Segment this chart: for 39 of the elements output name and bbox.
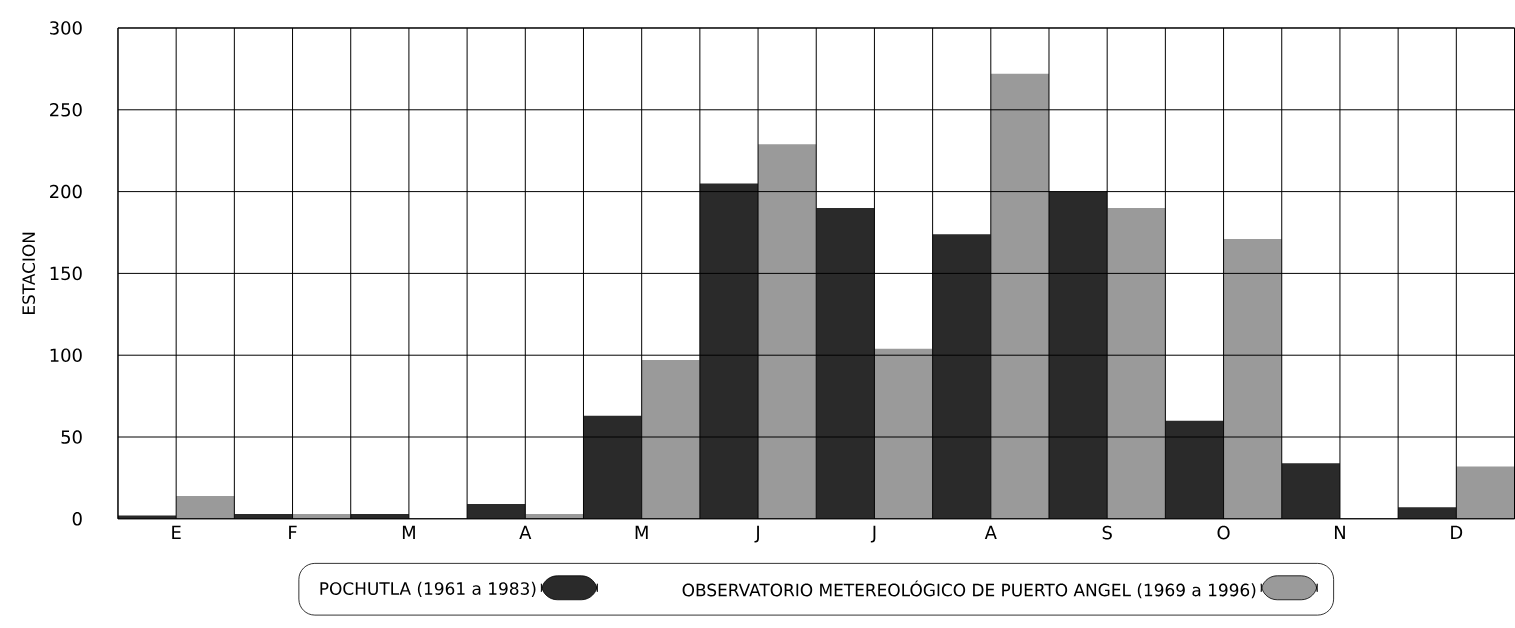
bar	[874, 348, 933, 519]
bar	[641, 360, 700, 519]
y-tick-label: 0	[72, 512, 82, 526]
bar	[1398, 507, 1457, 519]
legend-label: POCHUTLA (1961 a 1983)	[320, 581, 536, 598]
bar	[758, 144, 817, 519]
x-tick-label: A	[519, 525, 532, 540]
y-tick-label: 100	[50, 348, 82, 363]
x-tick-label: O	[1217, 525, 1230, 540]
x-tick-label: E	[172, 525, 181, 540]
x-tick-label: M	[402, 525, 415, 540]
bar	[1048, 191, 1108, 519]
bar	[1281, 463, 1340, 519]
x-tick-label: J	[870, 525, 876, 543]
x-tick-label: D	[1451, 525, 1463, 540]
bar	[176, 496, 235, 519]
y-tick-label: 200	[50, 184, 82, 199]
bar	[583, 415, 642, 519]
bar	[990, 73, 1049, 519]
bar	[816, 208, 875, 519]
x-tick-label: N	[1334, 525, 1345, 540]
y-tick-label: 150	[50, 266, 82, 281]
legend-label: OBSERVATORIO METEREOLÓGICO DE PUERTO ANGEL (1969 a 1996)	[682, 580, 1256, 599]
x-tick-label: S	[1102, 525, 1112, 540]
bar	[1456, 466, 1515, 519]
bar	[699, 183, 759, 519]
y-tick-label: 300	[50, 21, 82, 35]
bar	[467, 504, 526, 519]
bar	[1165, 420, 1224, 519]
y-tick-label: 250	[50, 103, 82, 117]
y-axis-title: ESTACION	[22, 232, 36, 315]
x-tick-label: J	[754, 525, 759, 543]
bar	[932, 234, 991, 519]
y-tick-label: 50	[61, 430, 82, 444]
x-tick-label: A	[984, 525, 997, 540]
x-tick-label: M	[635, 525, 648, 540]
x-tick-label: F	[289, 525, 297, 540]
bar	[1223, 239, 1282, 519]
bar	[1107, 208, 1166, 519]
